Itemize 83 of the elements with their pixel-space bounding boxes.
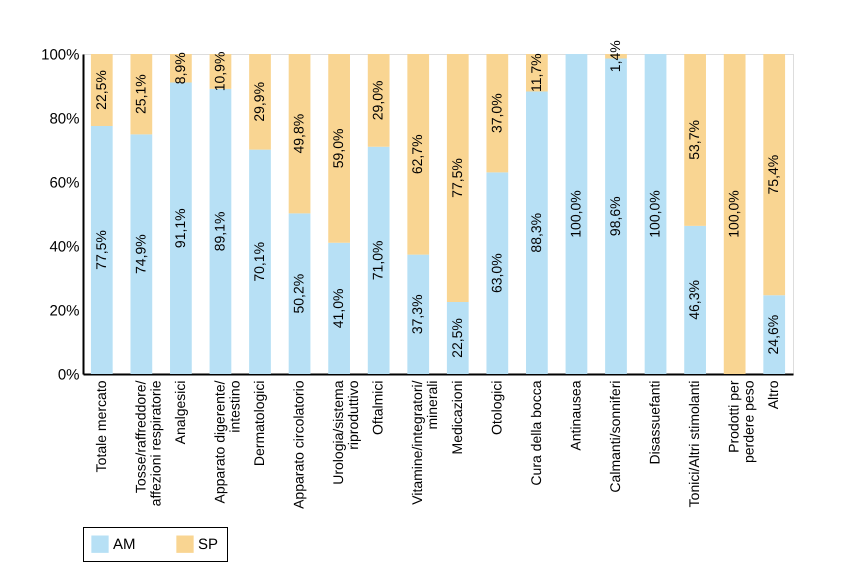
bar [486,172,508,374]
bar [368,146,390,374]
bar [486,54,508,172]
bar [368,54,390,147]
data-label: 22,5% [92,70,109,110]
bar [684,54,706,226]
y-tick-label: 0% [58,366,80,384]
data-label: 100,0% [646,190,663,238]
y-tick-label: 60% [49,174,80,192]
bar [724,54,746,374]
bar [446,54,469,302]
data-label: 88,3% [528,212,544,253]
data-label: 37,0% [488,93,504,134]
bar [407,54,430,255]
data-label: 74,9% [132,234,148,274]
data-label: 11,7% [528,53,544,92]
bar [288,213,310,374]
data-label: 100,0% [726,190,742,238]
data-label: 49,8% [290,114,307,154]
data-label: 70,1% [251,242,268,282]
bar [249,150,271,374]
x-tick-label: Vitamine/integratori/ minerali [409,380,440,505]
x-tick-label: Antinausea [567,380,584,451]
y-tick-label: 40% [49,238,80,256]
data-label: 91,1% [172,208,188,248]
bar [407,254,430,374]
data-label: 77,5% [448,158,465,198]
data-label: 24,6% [765,314,782,354]
bar [684,226,706,374]
y-tick-label: 100% [41,46,80,64]
data-label: 41,0% [330,288,346,328]
legend-label: AM [113,536,136,554]
x-tick-label: Disassuefanti [646,380,663,465]
x-tick-label: Altro [765,380,782,410]
bar [763,54,786,296]
x-tick-label: Cura della bocca [528,380,544,486]
data-label: 8,9% [172,52,188,84]
data-label: 22,5% [448,318,465,358]
data-label: 75,4% [765,154,782,194]
data-label: 63,0% [488,253,504,294]
data-label: 25,1% [132,74,148,114]
x-tick-label: Totale mercato [92,380,109,472]
data-label: 29,0% [370,80,386,120]
x-tick-label: Medicazioni [448,380,465,454]
data-label: 77,5% [92,230,109,270]
data-label: 100,0% [567,190,584,238]
bar [210,88,232,374]
bar [170,82,192,374]
x-tick-label: Analgesici [172,380,188,444]
data-label: 37,3% [409,294,426,334]
x-tick-label: Prodotti per perdere peso [726,380,757,464]
x-tick-label: Urologia/sistema riproduttivo [330,380,362,485]
data-label: 53,7% [686,120,702,160]
bar [328,54,350,243]
bar [130,134,152,374]
data-label: 89,1% [211,212,228,252]
data-label: 59,0% [330,128,346,168]
x-tick-label: Otologici [488,380,504,435]
data-label: 71,0% [370,240,386,280]
y-tick-label: 20% [49,302,80,320]
data-label: 62,7% [409,134,426,174]
x-tick-label: Apparato digerente/ intestino [211,380,242,504]
data-label: 46,3% [686,280,702,320]
x-tick-label: Dermatologici [251,380,268,466]
bar [566,54,588,374]
bar [249,54,271,150]
y-tick-label: 80% [49,110,80,128]
bar [328,242,350,374]
legend-label: SP [198,536,218,554]
data-label: 1,4% [606,40,623,72]
data-label: 98,6% [606,196,623,236]
x-tick-label: Tonici/Altri stimolanti [686,380,702,508]
bar [288,54,310,214]
data-label: 50,2% [290,274,307,314]
data-label: 29,9% [251,82,268,122]
bar [644,54,666,374]
x-tick-label: Calmanti/sonniferi [606,380,623,493]
bar [526,91,548,374]
x-tick-label: Apparato circolatorio [290,380,307,509]
x-tick-label: Tosse/raffreddore/ affezioni respiratorie [132,380,164,506]
x-tick-label: Oftalmici [370,380,386,435]
bar [90,126,113,374]
data-label: 10,9% [211,52,228,92]
